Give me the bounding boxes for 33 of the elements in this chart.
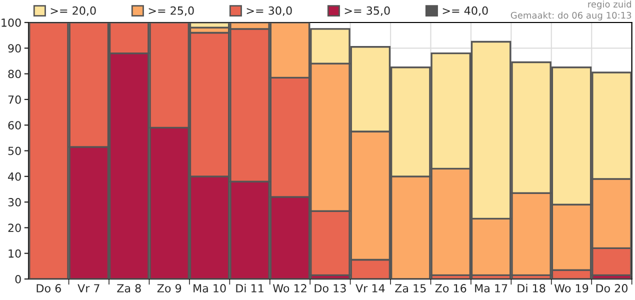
text: regio zuid [588,0,632,10]
x-tick-label: Di 11 [236,284,264,292]
y-tick-label: 40 [8,172,21,181]
x-tick-label: Ma 10 [194,284,226,292]
x-tick-label: Di 18 [518,284,546,292]
x-tick-label: Vr 14 [356,284,385,292]
x-tick-label: Za 15 [395,284,426,292]
x-tick-label: Ma 17 [475,284,508,292]
x-tick-label: Za 8 [117,284,141,292]
x-tick-label: Wo 19 [554,284,588,292]
x-tick-label: Zo 16 [435,284,466,292]
y-tick-label: 50 [8,146,21,156]
y-tick-label: 20 [8,224,21,232]
y-tick-label: 10 [8,249,21,258]
x-tick-label: Do 6 [36,284,61,292]
y-tick-label: 0 [15,274,21,284]
legend-label: >= 40,0 [442,6,488,16]
x-tick-label: Wo 12 [272,284,306,292]
y-tick-label: 70 [8,95,21,104]
y-tick-label: 60 [8,121,21,130]
text: Gemaakt: do 06 aug 10:13 [510,12,632,20]
legend-label: >= 20,0 [50,6,96,16]
x-tick-label: Do 13 [314,284,346,292]
y-tick-label: 100 [2,18,21,27]
x-tick-label: Do 20 [596,284,628,292]
legend-label: >= 25,0 [148,6,194,16]
legend-label: >= 30,0 [246,6,292,16]
x-tick-label: Vr 7 [78,284,100,292]
y-tick-label: 30 [8,198,21,206]
y-tick-label: 90 [8,44,21,53]
y-tick-label: 80 [8,70,21,78]
legend-label: >= 35,0 [344,6,390,16]
x-tick-label: Zo 9 [157,284,182,292]
